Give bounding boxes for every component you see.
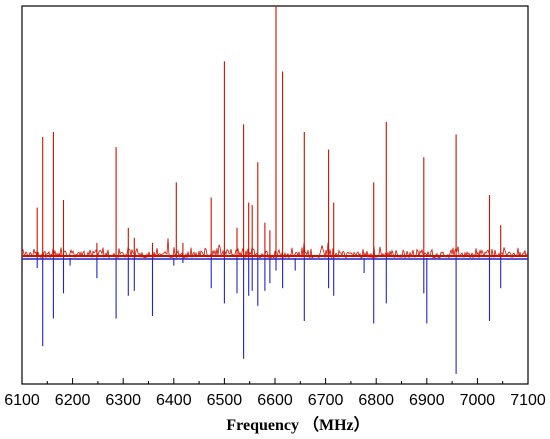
x-axis-title: Frequency （MHz） [226, 416, 369, 434]
plot-frame [21, 5, 529, 385]
series-layer [21, 6, 529, 374]
x-tick-label-7: 6800 [358, 392, 394, 409]
series-red [21, 6, 529, 260]
x-tick-label-6: 6700 [308, 392, 344, 409]
x-tick-label-5: 6600 [257, 392, 293, 409]
series-blue [22, 258, 528, 374]
x-tick-label-8: 6900 [409, 392, 445, 409]
x-tick-label-4: 6500 [207, 392, 243, 409]
x-tick-label-9: 7000 [460, 392, 496, 409]
x-tick-label-2: 6300 [105, 392, 141, 409]
x-axis: 6100 6200 6300 6400 6500 6600 6700 6800 6900 7000… [4, 378, 546, 409]
x-tick-label-0: 6100 [4, 392, 40, 409]
x-tick-label-1: 6200 [55, 392, 91, 409]
x-tick-label-3: 6400 [156, 392, 192, 409]
noise-trace-red [21, 238, 529, 260]
x-tick-label-10: 7100 [510, 392, 546, 409]
